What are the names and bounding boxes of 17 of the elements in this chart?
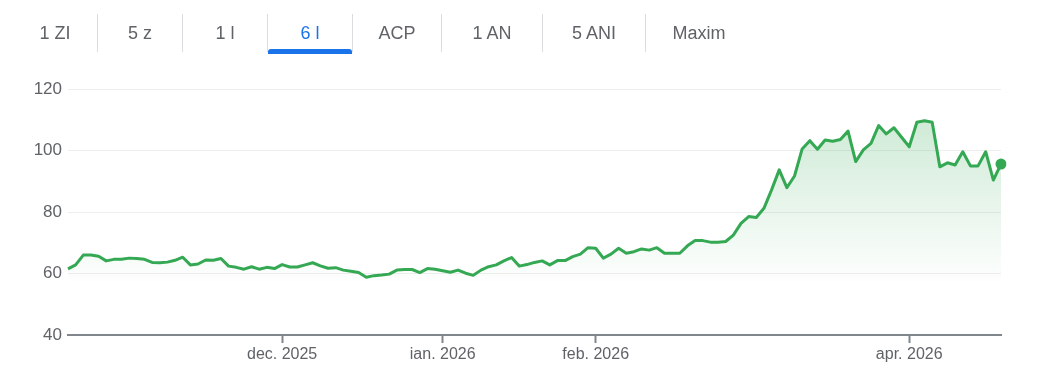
text: Maxim (645, 14, 752, 52)
x-tick-label: feb. 2026 (562, 345, 630, 363)
text: 1 l (182, 14, 267, 52)
y-tick-label: 40 (43, 324, 62, 344)
text: 1 AN (441, 14, 542, 52)
text: 6 l (267, 14, 352, 52)
x-tick-label: apr. 2026 (875, 345, 943, 363)
y-tick-label: 120 (33, 78, 62, 98)
x-tick-label: ian. 2026 (409, 345, 476, 363)
text: 5 z (97, 14, 182, 52)
y-tick-label: 80 (43, 201, 62, 221)
text: 5 ANI (542, 14, 645, 52)
y-tick-label: 60 (43, 263, 62, 283)
y-tick-label: 100 (33, 140, 62, 160)
x-tick-label: dec. 2025 (246, 345, 318, 363)
text: 1 ZI (38, 22, 72, 45)
text: ACP (352, 14, 441, 52)
